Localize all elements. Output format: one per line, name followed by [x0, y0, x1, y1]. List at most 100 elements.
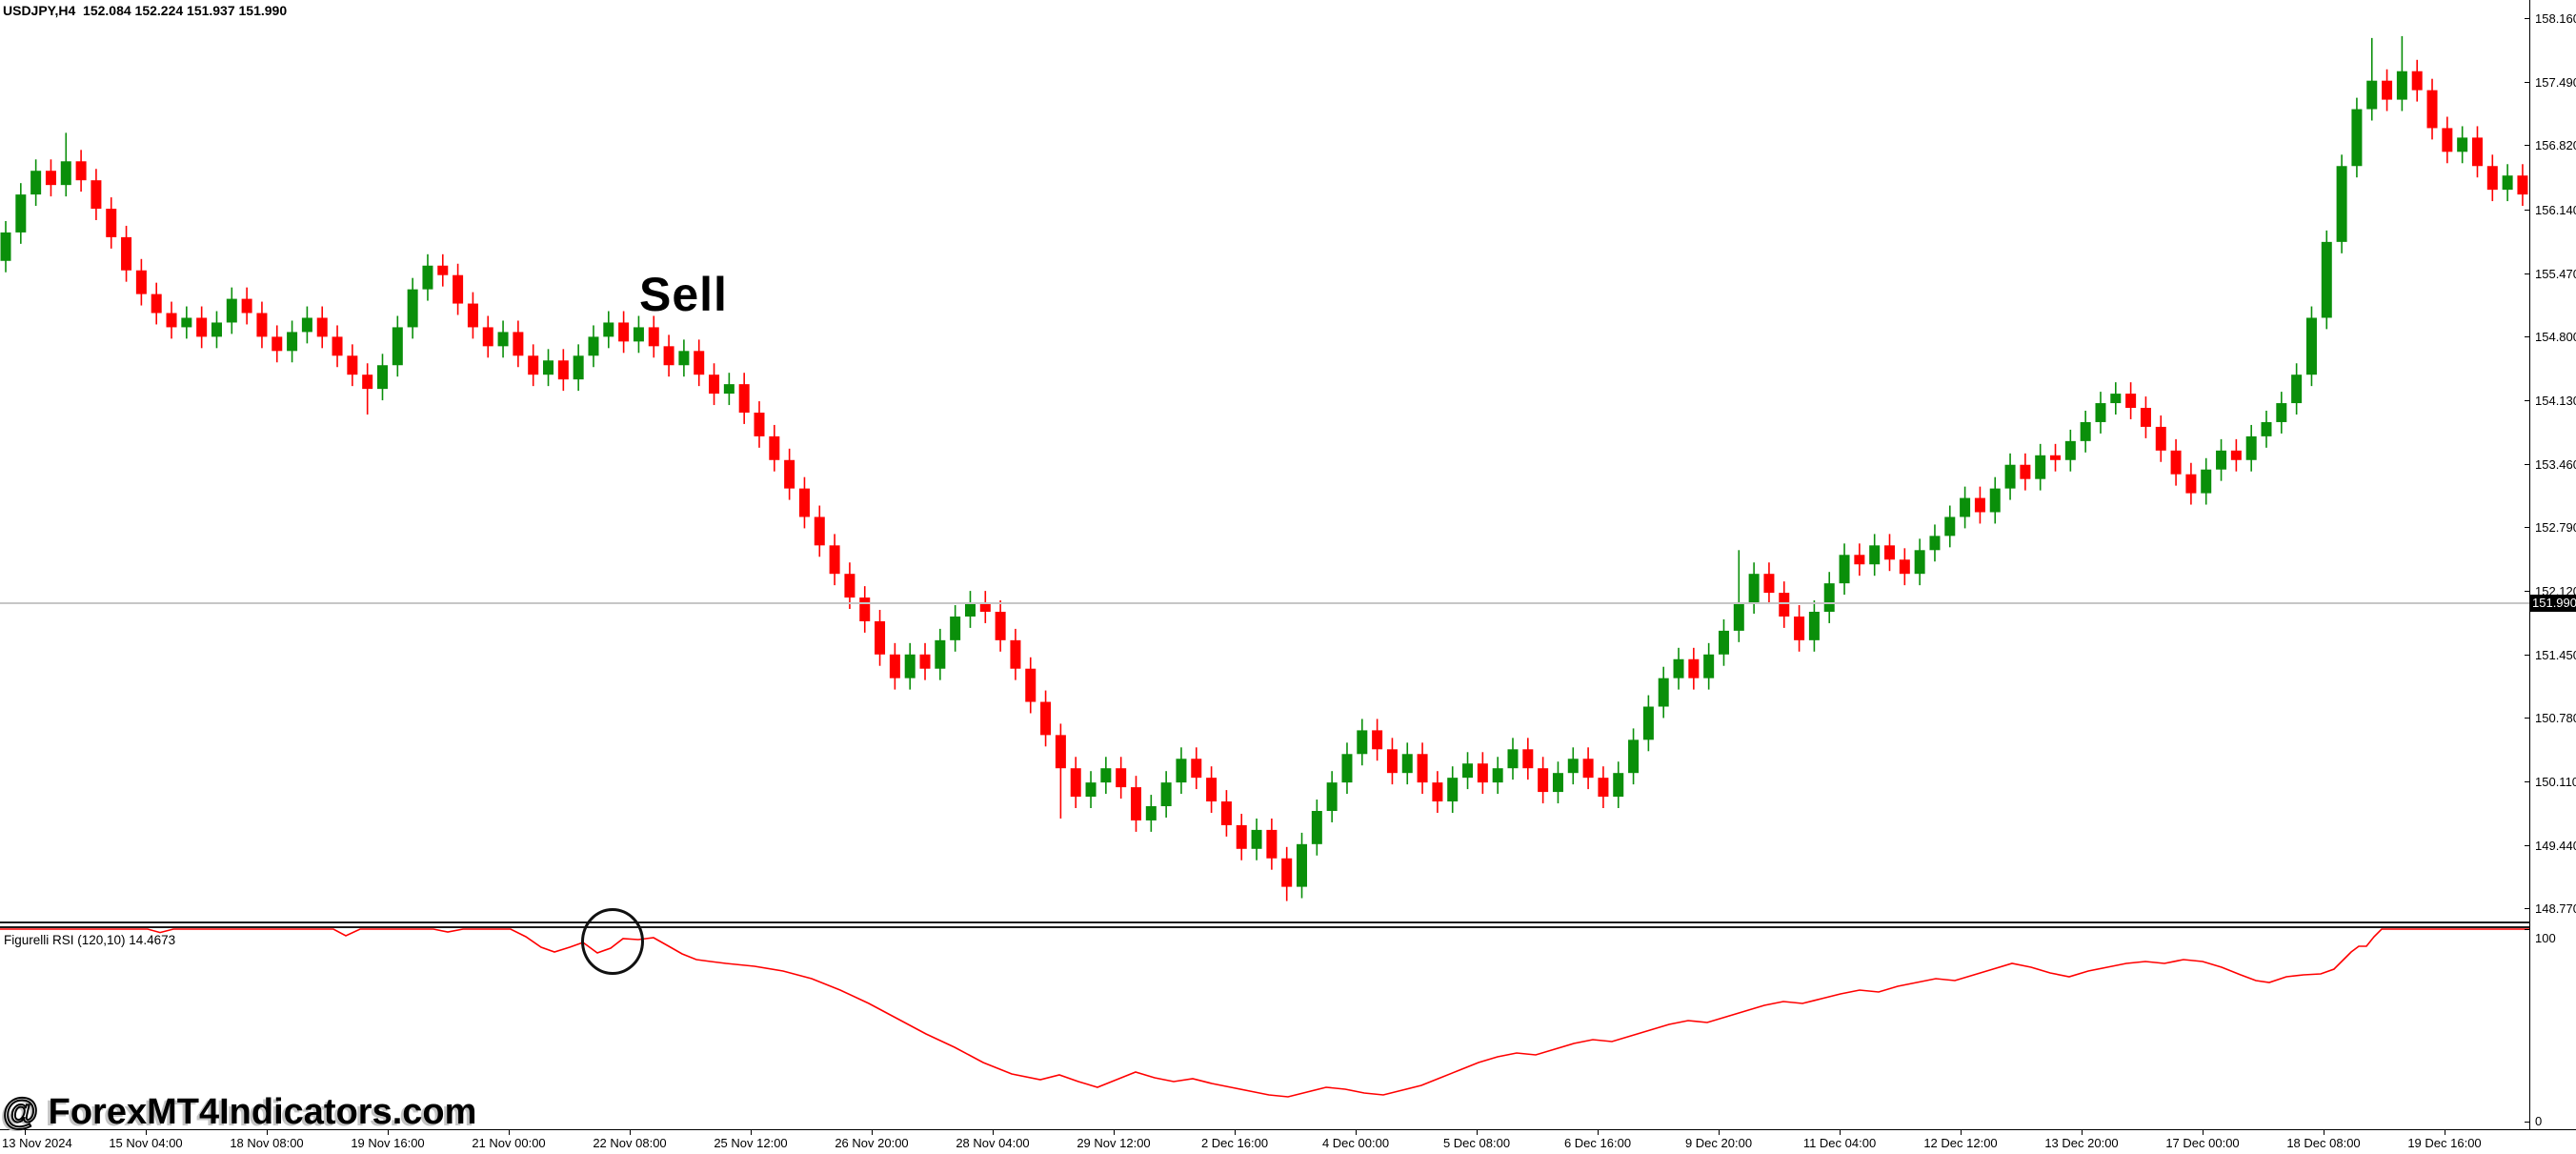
- candle-body: [1357, 730, 1368, 755]
- candle-body: [2170, 450, 2182, 475]
- candle-body: [2442, 128, 2453, 152]
- chart-surface[interactable]: [0, 0, 2529, 1129]
- price-tick: [2525, 845, 2529, 846]
- time-tick: [1598, 1130, 1599, 1135]
- sell-annotation[interactable]: Sell: [639, 268, 728, 321]
- time-tick: [872, 1130, 873, 1135]
- candle-body: [2004, 464, 2016, 489]
- candle-body: [453, 274, 464, 304]
- time-tick: [1235, 1130, 1236, 1135]
- candle-body: [1567, 759, 1579, 774]
- candle-body: [1598, 778, 1609, 798]
- candle-body: [2305, 317, 2317, 375]
- price-axis-label: 150.110: [2535, 775, 2576, 789]
- candle-body: [2471, 137, 2483, 167]
- candle-body: [2185, 474, 2197, 494]
- candle-body: [844, 574, 855, 598]
- candle-body: [1116, 768, 1127, 788]
- time-axis-label: 4 Dec 00:00: [1321, 1136, 1390, 1150]
- time-axis-label: 12 Dec 12:00: [1923, 1136, 1998, 1150]
- candle-body: [557, 360, 569, 380]
- candle-body: [2276, 403, 2287, 422]
- indicator-label: Figurelli RSI (120,10) 14.4673: [4, 933, 176, 947]
- candle-body: [1025, 668, 1036, 702]
- candle-body: [121, 236, 132, 271]
- candle-body: [1507, 749, 1519, 769]
- candle-body: [1642, 706, 1654, 740]
- indicator-scale-label: 0: [2535, 1114, 2543, 1128]
- price-tick: [2525, 400, 2529, 401]
- candle-body: [1899, 559, 1910, 575]
- candle-body: [2382, 80, 2393, 100]
- candle-body: [1748, 574, 1760, 603]
- time-tick: [25, 1130, 26, 1135]
- time-tick: [1840, 1130, 1841, 1135]
- candle-body: [1884, 545, 1895, 560]
- price-tick: [2525, 655, 2529, 656]
- time-tick: [1477, 1130, 1478, 1135]
- time-axis-label: 6 Dec 16:00: [1563, 1136, 1632, 1150]
- price-tick: [2525, 527, 2529, 528]
- candle-body: [1688, 658, 1700, 678]
- candle-body: [1085, 782, 1097, 798]
- candle-body: [1960, 497, 1971, 517]
- candle-body: [151, 294, 162, 314]
- candle-body: [2125, 394, 2137, 409]
- candle-body: [1552, 773, 1563, 793]
- candle-body: [2502, 175, 2513, 191]
- candle-body: [633, 327, 644, 342]
- bid-price-box: 151.990: [2530, 595, 2576, 612]
- candle-body: [2020, 464, 2031, 479]
- candle-body: [1582, 759, 1594, 779]
- price-tick: [2525, 908, 2529, 909]
- price-axis-label: 154.130: [2535, 394, 2576, 408]
- time-tick: [509, 1130, 510, 1135]
- time-tick: [1961, 1130, 1962, 1135]
- candle-body: [979, 602, 991, 612]
- time-axis-label: 15 Nov 04:00: [109, 1136, 183, 1150]
- pane-separator[interactable]: [0, 921, 2529, 928]
- candle-body: [1854, 555, 1865, 565]
- candle-body: [1417, 754, 1428, 783]
- candle-body: [603, 322, 614, 337]
- candle-body: [106, 209, 117, 237]
- price-tick: [2525, 464, 2529, 465]
- candle-body: [678, 351, 690, 366]
- candle-body: [1341, 754, 1353, 783]
- circle-annotation[interactable]: [581, 908, 644, 975]
- price-axis-label: 155.470: [2535, 267, 2576, 281]
- candle-body: [482, 327, 493, 347]
- candle-body: [2245, 435, 2257, 460]
- time-tick: [267, 1130, 268, 1135]
- candle-body: [2411, 71, 2423, 91]
- candle-body: [1311, 810, 1322, 844]
- candle-body: [437, 265, 449, 275]
- price-axis-label: 158.160: [2535, 11, 2576, 26]
- candle-body: [1658, 678, 1669, 707]
- candle-body: [798, 488, 810, 517]
- candle-body: [1372, 730, 1383, 750]
- candle-body: [889, 654, 900, 678]
- time-axis-label: 26 Nov 20:00: [835, 1136, 909, 1150]
- candle-body: [2517, 175, 2528, 195]
- candle-body: [1220, 801, 1232, 825]
- candle-body: [2261, 421, 2272, 436]
- price-tick: [2525, 210, 2529, 211]
- candle-body: [754, 413, 765, 436]
- candle-body: [995, 611, 1006, 640]
- time-axis-label: 5 Dec 08:00: [1442, 1136, 1511, 1150]
- candle-body: [723, 384, 735, 395]
- candle-body: [1522, 749, 1534, 769]
- candle-body: [135, 270, 147, 294]
- candle-body: [738, 384, 750, 414]
- price-tick: [2525, 718, 2529, 719]
- candle-body: [1794, 616, 1805, 640]
- time-tick: [1114, 1130, 1115, 1135]
- candle-body: [2396, 71, 2407, 100]
- candle-body: [332, 336, 343, 356]
- candle-body: [497, 332, 509, 347]
- candle-body: [2457, 137, 2468, 152]
- indicator-scale-label: 100: [2535, 931, 2556, 945]
- candle-body: [166, 313, 177, 328]
